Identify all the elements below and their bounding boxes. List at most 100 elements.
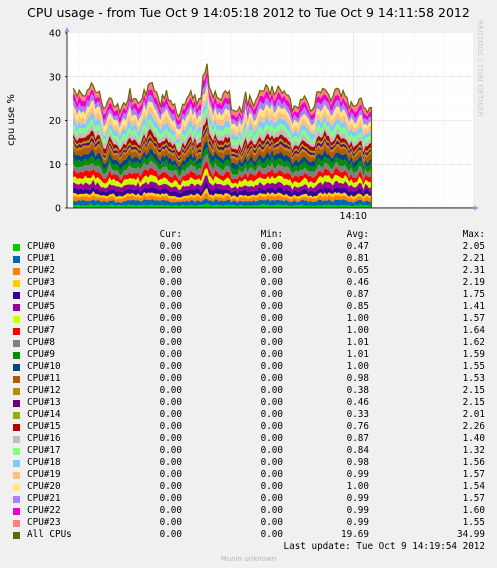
legend-avg: 0.99 <box>346 469 369 480</box>
y-tick-labels: 0 10 20 30 40 <box>49 29 67 215</box>
legend-avg: 0.76 <box>346 421 369 432</box>
legend-rows: CPU#0 0.00 0.00 0.47 2.05 CPU#1 0.00 0.00 0.81 2.… <box>0 241 497 541</box>
rrdtool-credit: RRDTOOL / TOBI OETIKER <box>476 20 484 117</box>
area-cpu1 <box>73 198 372 207</box>
area-cpu13 <box>73 126 372 161</box>
y-tick-label: 30 <box>49 72 61 83</box>
y-tick-label: 40 <box>49 29 61 40</box>
legend-cur: 0.00 <box>159 289 182 300</box>
legend-cur: 0.00 <box>159 469 182 480</box>
legend-max: 2.21 <box>462 253 485 264</box>
legend-row: CPU#14 0.00 0.00 0.33 2.01 <box>0 409 497 421</box>
area-cpu5 <box>73 175 372 194</box>
legend-row: CPU#20 0.00 0.00 1.00 1.54 <box>0 481 497 493</box>
x-axis-arrow <box>474 205 479 211</box>
legend-min: 0.00 <box>260 397 283 408</box>
legend-avg: 0.99 <box>346 517 369 528</box>
legend-swatch <box>13 472 20 479</box>
legend-avg: 1.00 <box>346 313 369 324</box>
legend-swatch <box>13 496 20 503</box>
legend-cur: 0.00 <box>159 241 182 252</box>
legend-row: CPU#5 0.00 0.00 0.85 1.41 <box>0 301 497 313</box>
legend-label: CPU#10 <box>27 361 61 372</box>
legend-min: 0.00 <box>260 529 283 540</box>
legend-max: 1.60 <box>462 505 485 516</box>
legend-label: CPU#9 <box>27 349 55 360</box>
legend-avg: 0.81 <box>346 253 369 264</box>
legend-row: CPU#22 0.00 0.00 0.99 1.60 <box>0 505 497 517</box>
legend-row: All CPUs 0.00 0.00 19.69 34.99 <box>0 529 497 541</box>
area-cpu18 <box>73 97 372 144</box>
legend-cur: 0.00 <box>159 505 182 516</box>
legend-cur: 0.00 <box>159 337 182 348</box>
legend-avg: 0.84 <box>346 445 369 456</box>
legend-row: CPU#19 0.00 0.00 0.99 1.57 <box>0 469 497 481</box>
legend-max: 1.64 <box>462 325 485 336</box>
legend-swatch <box>13 316 20 323</box>
area-cpu17 <box>73 104 372 148</box>
legend-avg: 1.00 <box>346 481 369 492</box>
legend-cur: 0.00 <box>159 373 182 384</box>
legend-cur: 0.00 <box>159 301 182 312</box>
legend-max: 2.05 <box>462 241 485 252</box>
legend-max: 1.62 <box>462 337 485 348</box>
header-max: Max: <box>462 229 485 240</box>
legend-min: 0.00 <box>260 241 283 252</box>
y-axis-arrow <box>64 27 70 32</box>
legend-min: 0.00 <box>260 421 283 432</box>
legend-avg: 1.00 <box>346 361 369 372</box>
x-tick-label: 14:10 <box>340 211 367 222</box>
legend-min: 0.00 <box>260 349 283 360</box>
legend-row: CPU#10 0.00 0.00 1.00 1.55 <box>0 361 497 373</box>
legend-min: 0.00 <box>260 373 283 384</box>
legend-cur: 0.00 <box>159 493 182 504</box>
legend-row: CPU#7 0.00 0.00 1.00 1.64 <box>0 325 497 337</box>
legend-min: 0.00 <box>260 493 283 504</box>
area-cpu9 <box>73 147 372 177</box>
legend-min: 0.00 <box>260 325 283 336</box>
area-cpu19 <box>73 91 372 140</box>
legend-swatch <box>13 328 20 335</box>
legend-max: 2.26 <box>462 421 485 432</box>
legend-cur: 0.00 <box>159 445 182 456</box>
area-cpu12 <box>73 130 372 163</box>
legend-max: 1.56 <box>462 457 485 468</box>
legend-swatch <box>13 484 20 491</box>
y-tick-label: 10 <box>49 160 61 171</box>
legend-row: CPU#21 0.00 0.00 0.99 1.57 <box>0 493 497 505</box>
legend-label: CPU#15 <box>27 421 61 432</box>
legend-swatch <box>13 364 20 371</box>
header-min: Min: <box>260 229 283 240</box>
area-cpu0 <box>73 203 372 208</box>
legend-row: CPU#23 0.00 0.00 0.99 1.55 <box>0 517 497 529</box>
line-all-cpus <box>72 63 373 208</box>
legend-label: CPU#2 <box>27 265 55 276</box>
legend-row: CPU#1 0.00 0.00 0.81 2.21 <box>0 253 497 265</box>
legend-row: CPU#4 0.00 0.00 0.87 1.75 <box>0 289 497 301</box>
legend-max: 34.99 <box>457 529 485 540</box>
legend-min: 0.00 <box>260 253 283 264</box>
legend-min: 0.00 <box>260 505 283 516</box>
area-cpu2 <box>73 192 372 203</box>
legend-cur: 0.00 <box>159 457 182 468</box>
legend-avg: 1.01 <box>346 349 369 360</box>
legend-avg: 0.38 <box>346 385 369 396</box>
legend-min: 0.00 <box>260 433 283 444</box>
legend-cur: 0.00 <box>159 277 182 288</box>
legend-row: CPU#2 0.00 0.00 0.65 2.31 <box>0 265 497 277</box>
legend-swatch <box>13 340 20 347</box>
legend-swatch <box>13 412 20 419</box>
legend-cur: 0.00 <box>159 253 182 264</box>
legend-cur: 0.00 <box>159 385 182 396</box>
legend-max: 2.15 <box>462 397 485 408</box>
legend-max: 1.57 <box>462 493 485 504</box>
legend-swatch <box>13 448 20 455</box>
x-tick-labels: 14:10 <box>340 211 367 222</box>
area-cpu3 <box>73 187 372 201</box>
legend-cur: 0.00 <box>159 313 182 324</box>
legend-row: CPU#6 0.00 0.00 1.00 1.57 <box>0 313 497 325</box>
area-cpu20 <box>73 84 372 135</box>
legend-min: 0.00 <box>260 289 283 300</box>
legend-label: CPU#5 <box>27 301 55 312</box>
legend-max: 1.41 <box>462 301 485 312</box>
